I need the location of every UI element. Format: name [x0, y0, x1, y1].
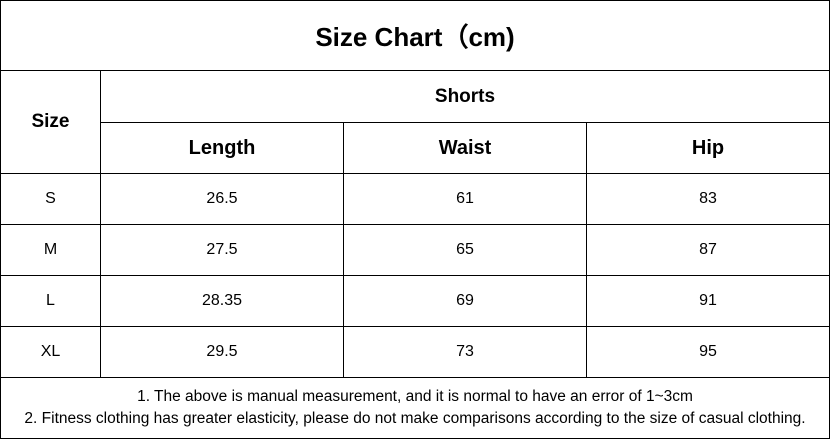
table-row: S 26.5 61 83: [0, 173, 830, 225]
column-header-length: Length: [100, 122, 344, 174]
length-cell: 28.35: [100, 275, 344, 327]
column-header-hip: Hip: [585, 122, 830, 174]
length-cell: 27.5: [100, 224, 344, 276]
table-row: M 27.5 65 87: [0, 224, 830, 276]
size-cell: S: [0, 173, 101, 225]
waist-cell: 65: [343, 224, 587, 276]
hip-cell: 95: [585, 326, 830, 378]
waist-cell: 69: [343, 275, 587, 327]
table-row: L 28.35 69 91: [0, 275, 830, 327]
size-cell: M: [0, 224, 101, 276]
hip-cell: 87: [585, 224, 830, 276]
size-header: Size: [0, 70, 101, 174]
hip-cell: 91: [585, 275, 830, 327]
size-cell: L: [0, 275, 101, 327]
length-cell: 29.5: [100, 326, 344, 378]
length-cell: 26.5: [100, 173, 344, 225]
hip-cell: 83: [585, 173, 830, 225]
chart-title: Size Chart（cm): [0, 0, 830, 71]
note-line-1: 1. The above is manual measurement, and …: [137, 388, 693, 405]
waist-cell: 73: [343, 326, 587, 378]
table-row: XL 29.5 73 95: [0, 326, 830, 378]
notes-cell: 1. The above is manual measurement, and …: [0, 377, 830, 439]
waist-cell: 61: [343, 173, 587, 225]
note-line-2: 2. Fitness clothing has greater elastici…: [24, 410, 806, 427]
group-header-shorts: Shorts: [99, 70, 830, 123]
size-cell: XL: [0, 326, 101, 378]
column-header-waist: Waist: [343, 122, 587, 174]
